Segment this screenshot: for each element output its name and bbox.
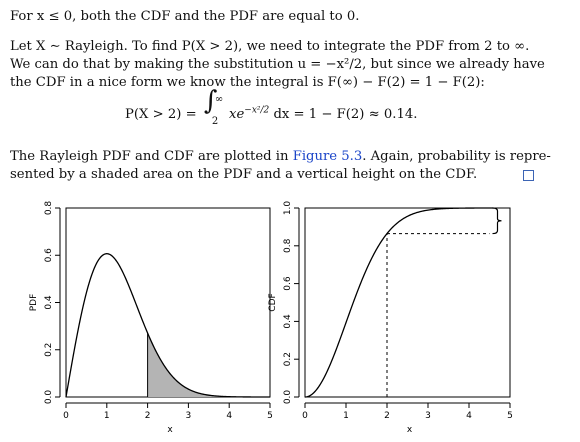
integrand-exponent: −x²/2: [244, 105, 270, 116]
cdf-plot: 0 1 2 3 4 5 x 0.0 0.2 0.4 0.6 0.8 1.0 CDF: [268, 201, 513, 435]
y-tick-label: 0.8: [44, 201, 54, 216]
y-tick-label: 1.0: [283, 201, 293, 216]
y-tick-label: 0.8: [283, 238, 293, 253]
y-tick-label: 0.2: [44, 343, 54, 357]
x-tick-label: 2: [384, 411, 390, 421]
x-tick-label: 1: [104, 411, 110, 421]
integrand: xe: [229, 107, 245, 122]
qed-box-icon: [523, 170, 534, 181]
x-tick-label: 4: [226, 411, 232, 421]
display-equation: P(X > 2) = ∫ ∞ 2 xe−x²/2 dx = 1 − F(2) ≈…: [125, 88, 418, 127]
equation-lhs: P(X > 2) =: [125, 107, 197, 122]
y-axis-label: CDF: [268, 293, 278, 311]
paragraph-1: For x ≤ 0, both the CDF and the PDF are …: [10, 8, 359, 26]
paragraph-2-line: We can do that by making the substitutio…: [10, 57, 545, 72]
paragraph-3-text: sented by a shaded area on the PDF and a…: [10, 167, 478, 182]
brace-icon: [492, 207, 502, 235]
x-tick-label: 5: [507, 411, 513, 421]
plot-frame: [65, 207, 271, 398]
x-tick-label: 3: [186, 411, 192, 421]
x-tick-label: 2: [145, 411, 151, 421]
shaded-area: [147, 333, 270, 397]
paragraph-3: The Rayleigh PDF and CDF are plotted in …: [10, 148, 570, 184]
paragraph-1-text: For x ≤ 0, both the CDF and the PDF are …: [10, 9, 360, 24]
plot-frame: [304, 207, 511, 398]
x-axis-label: x: [167, 425, 173, 435]
y-tick-label: 0.0: [44, 390, 54, 405]
x-tick-label: 5: [267, 411, 273, 421]
paragraph-2: Let X ∼ Rayleigh. To find P(X > 2), we n…: [10, 38, 570, 92]
paragraph-2-line: Let X ∼ Rayleigh. To find P(X > 2), we n…: [10, 39, 530, 54]
paragraph-2-line: the CDF in a nice form we know the integ…: [10, 75, 485, 90]
integral-sign: ∫: [203, 86, 218, 116]
integral-lower-limit: 2: [211, 116, 219, 127]
curve-line: [304, 207, 494, 398]
x-tick-label: 4: [466, 411, 472, 421]
x-tick-label: 3: [425, 411, 431, 421]
x-axis-label: x: [407, 425, 413, 435]
paragraph-3-text: . Again, probability is repre-: [362, 149, 551, 164]
pdf-plot: 0 1 2 3 4 5 x 0.0 0.2 0.4 0.6 0.8 PDF: [29, 201, 273, 435]
integral-upper-limit: ∞: [214, 94, 224, 105]
y-tick-label: 0.6: [283, 276, 293, 291]
paragraph-3-text: The Rayleigh PDF and CDF are plotted in: [10, 149, 293, 164]
y-tick-label: 0.2: [283, 352, 293, 366]
y-tick-label: 0.0: [283, 390, 293, 405]
y-tick-label: 0.6: [44, 248, 54, 263]
y-tick-label: 0.4: [44, 295, 54, 310]
x-tick-label: 0: [302, 411, 308, 421]
y-axis-label: PDF: [29, 294, 39, 312]
equation-rest: dx = 1 − F(2) ≈ 0.14.: [273, 107, 418, 122]
figure-link[interactable]: Figure 5.3: [292, 149, 363, 164]
y-tick-label: 0.4: [283, 314, 293, 329]
x-tick-label: 1: [343, 411, 349, 421]
curve-line: [65, 253, 271, 398]
x-tick-label: 0: [63, 411, 69, 421]
